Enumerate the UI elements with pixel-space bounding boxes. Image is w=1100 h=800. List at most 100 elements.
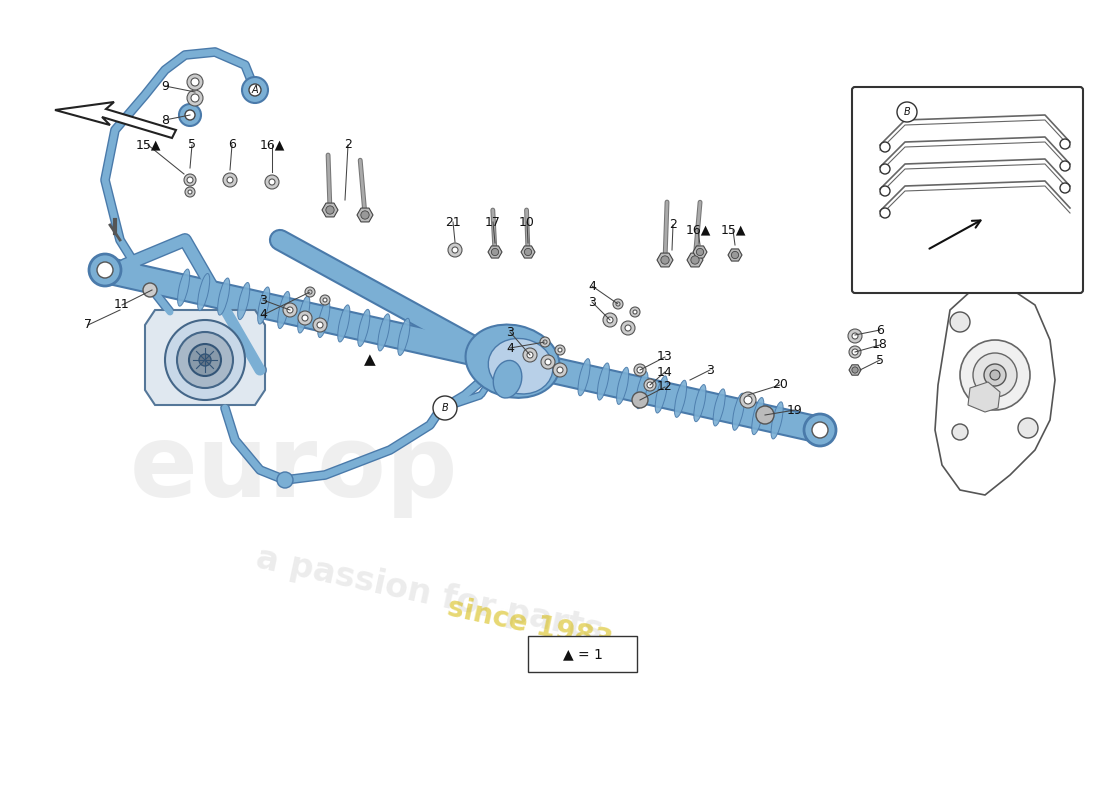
Circle shape	[990, 370, 1000, 380]
Circle shape	[880, 164, 890, 174]
Circle shape	[185, 187, 195, 197]
Circle shape	[1060, 139, 1070, 149]
Circle shape	[647, 382, 653, 388]
Circle shape	[317, 322, 323, 328]
Circle shape	[974, 353, 1018, 397]
Circle shape	[191, 94, 199, 102]
Text: 18: 18	[872, 338, 888, 351]
Text: B: B	[441, 403, 449, 413]
Circle shape	[1060, 161, 1070, 171]
Ellipse shape	[636, 371, 648, 409]
Circle shape	[632, 392, 648, 408]
Text: 6: 6	[876, 323, 884, 337]
Circle shape	[89, 254, 121, 286]
Circle shape	[187, 90, 204, 106]
Circle shape	[540, 337, 550, 347]
Ellipse shape	[257, 287, 270, 324]
Circle shape	[188, 190, 192, 194]
Circle shape	[849, 346, 861, 358]
Ellipse shape	[198, 274, 210, 310]
Circle shape	[1018, 418, 1038, 438]
Circle shape	[804, 414, 836, 446]
Ellipse shape	[338, 305, 350, 342]
Circle shape	[852, 349, 858, 355]
Circle shape	[452, 247, 458, 253]
Ellipse shape	[218, 278, 230, 315]
Circle shape	[691, 256, 700, 264]
Circle shape	[326, 206, 334, 214]
Text: 9: 9	[161, 79, 169, 93]
Text: 4: 4	[260, 309, 267, 322]
Circle shape	[287, 307, 293, 313]
Circle shape	[852, 333, 858, 339]
Text: 10: 10	[519, 215, 535, 229]
Ellipse shape	[298, 296, 310, 333]
Ellipse shape	[694, 385, 706, 422]
Circle shape	[187, 74, 204, 90]
Circle shape	[851, 367, 858, 373]
Circle shape	[553, 363, 566, 377]
Circle shape	[812, 422, 828, 438]
Ellipse shape	[713, 389, 725, 426]
Text: 17: 17	[485, 215, 501, 229]
Ellipse shape	[488, 338, 553, 394]
Text: 3: 3	[260, 294, 267, 306]
Circle shape	[613, 299, 623, 309]
Circle shape	[625, 325, 631, 331]
Ellipse shape	[493, 361, 521, 398]
Ellipse shape	[377, 314, 389, 351]
Ellipse shape	[318, 300, 330, 338]
Polygon shape	[728, 249, 743, 261]
Text: 16▲: 16▲	[260, 138, 285, 151]
Polygon shape	[145, 310, 265, 405]
Circle shape	[880, 186, 890, 196]
Circle shape	[522, 348, 537, 362]
Circle shape	[308, 290, 312, 294]
Text: 16▲: 16▲	[685, 223, 711, 237]
Circle shape	[305, 287, 315, 297]
Ellipse shape	[177, 269, 189, 306]
Text: 2: 2	[344, 138, 352, 151]
Circle shape	[621, 321, 635, 335]
Ellipse shape	[771, 402, 783, 439]
Text: 3: 3	[588, 295, 596, 309]
Text: 3: 3	[506, 326, 514, 338]
Polygon shape	[521, 246, 535, 258]
Circle shape	[644, 379, 656, 391]
Text: 3: 3	[706, 363, 714, 377]
Polygon shape	[657, 253, 673, 267]
Polygon shape	[55, 102, 176, 138]
Polygon shape	[322, 203, 338, 217]
Circle shape	[302, 315, 308, 321]
Text: europ: europ	[130, 422, 459, 518]
Polygon shape	[358, 208, 373, 222]
Text: 4: 4	[588, 279, 596, 293]
Text: since 1983: since 1983	[444, 594, 615, 656]
Circle shape	[323, 298, 327, 302]
Circle shape	[185, 110, 195, 120]
Circle shape	[199, 354, 211, 366]
Circle shape	[433, 396, 456, 420]
Text: 6: 6	[228, 138, 235, 151]
Circle shape	[556, 345, 565, 355]
Circle shape	[527, 352, 534, 358]
Text: 21: 21	[446, 215, 461, 229]
Circle shape	[740, 392, 756, 408]
Circle shape	[165, 320, 245, 400]
Text: 11: 11	[114, 298, 130, 311]
Ellipse shape	[398, 318, 410, 355]
Circle shape	[283, 303, 297, 317]
Circle shape	[632, 310, 637, 314]
Circle shape	[984, 364, 1006, 386]
Text: 7: 7	[84, 318, 92, 331]
Circle shape	[277, 472, 293, 488]
Circle shape	[607, 317, 613, 323]
Circle shape	[298, 311, 312, 325]
Circle shape	[227, 177, 233, 183]
Circle shape	[492, 248, 498, 256]
Circle shape	[603, 313, 617, 327]
Text: a passion for parts: a passion for parts	[253, 542, 606, 648]
Circle shape	[960, 340, 1030, 410]
FancyBboxPatch shape	[528, 636, 637, 672]
Polygon shape	[488, 246, 502, 258]
